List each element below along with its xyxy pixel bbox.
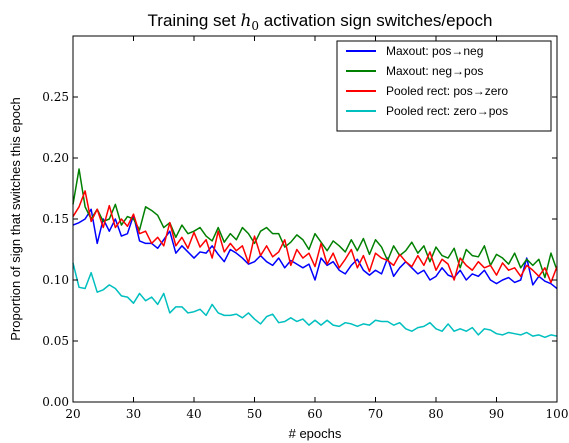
- title-prefix: Training set: [148, 11, 241, 30]
- x-tick-label: 100: [546, 407, 569, 421]
- y-axis: 0.00 0.05 0.10 0.15 0.20 0.25: [42, 90, 557, 409]
- x-axis: 20 30 40 50 60 70 80 90 100: [65, 36, 568, 421]
- legend-box: [336, 40, 552, 132]
- title-math-base: h: [240, 11, 251, 31]
- legend: Maxout: pos→neg Maxout: neg→pos Pooled rec…: [336, 40, 552, 132]
- y-tick-label: 0.20: [42, 151, 69, 165]
- title-math-sub: 0: [251, 19, 259, 33]
- legend-label-1: Maxout: neg→pos: [386, 64, 483, 78]
- legend-label-0: Maxout: pos→neg: [386, 44, 483, 58]
- x-tick-label: 60: [307, 407, 322, 421]
- x-tick-label: 90: [489, 407, 504, 421]
- y-axis-label: Proportion of sign that switches this ep…: [8, 97, 23, 341]
- y-tick-label: 0.25: [42, 90, 69, 104]
- x-tick-label: 20: [65, 407, 80, 421]
- x-axis-label: # epochs: [289, 426, 342, 441]
- title-suffix: activation sign switches/epoch: [259, 11, 492, 30]
- legend-label-2: Pooled rect: pos→zero: [386, 84, 508, 98]
- series-line-3: [72, 262, 558, 339]
- x-tick-label: 70: [368, 407, 383, 421]
- series-line-1: [72, 168, 558, 279]
- series-line-0: [72, 208, 558, 290]
- y-tick-label: 0.15: [42, 212, 69, 226]
- y-tick-label: 0.00: [42, 395, 69, 409]
- y-tick-label: 0.05: [42, 334, 69, 348]
- legend-label-3: Pooled rect: zero→pos: [386, 104, 508, 118]
- plot-area: [72, 168, 558, 339]
- x-tick-label: 30: [126, 407, 141, 421]
- series-line-2: [72, 190, 558, 284]
- x-tick-label: 50: [247, 407, 262, 421]
- x-tick-label: 80: [428, 407, 443, 421]
- y-tick-label: 0.10: [42, 273, 69, 287]
- chart-title: Training set h0 activation sign switches…: [148, 11, 493, 33]
- x-tick-label: 40: [186, 407, 201, 421]
